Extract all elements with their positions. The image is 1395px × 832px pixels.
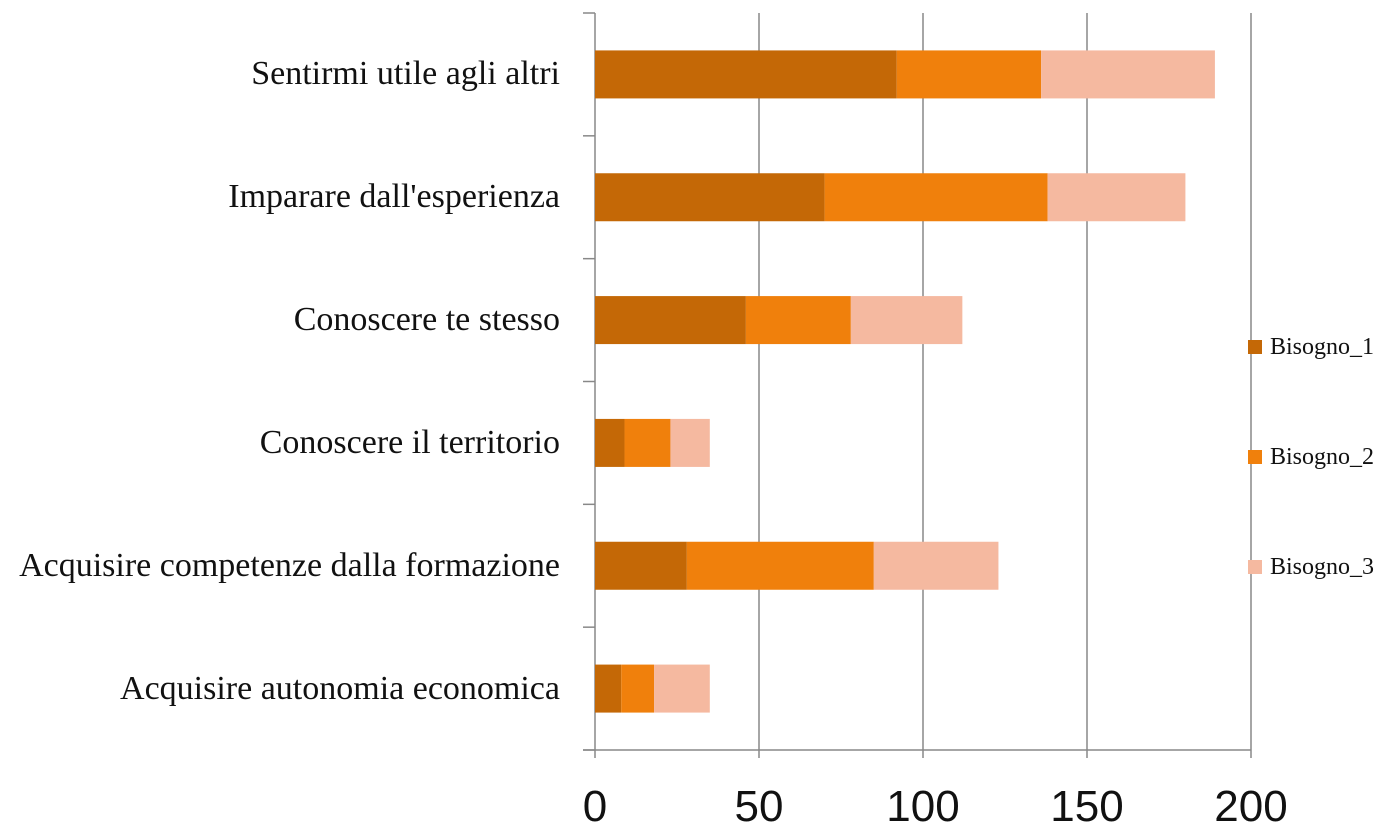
- y-tick-label: Imparare dall'esperienza: [228, 178, 560, 216]
- bar: [1041, 50, 1215, 99]
- x-tick-label: 0: [582, 782, 608, 831]
- x-tick-label: 150: [1050, 782, 1124, 831]
- bar: [1047, 173, 1186, 222]
- bar: [824, 173, 1048, 222]
- y-tick-label: Conoscere te stesso: [293, 301, 560, 339]
- legend-label: Bisogno_3: [1270, 554, 1375, 580]
- y-tick-label: Acquisire autonomia economica: [120, 669, 560, 707]
- bar: [624, 418, 671, 467]
- bar: [595, 296, 746, 345]
- bar: [595, 418, 625, 467]
- y-tick-label: Conoscere il territorio: [259, 423, 560, 461]
- x-tick-label: 50: [734, 782, 784, 831]
- bar: [654, 664, 710, 713]
- bar: [850, 296, 963, 345]
- legend-label: Bisogno_2: [1270, 444, 1375, 470]
- bar: [873, 541, 999, 590]
- x-tick-label: 200: [1214, 782, 1288, 831]
- bar: [595, 664, 622, 713]
- bar: [896, 50, 1042, 99]
- y-tick-label: Acquisire competenze dalla formazione: [19, 546, 560, 584]
- y-tick-label: Sentirmi utile agli altri: [251, 55, 560, 93]
- legend-label: Bisogno_1: [1270, 334, 1375, 360]
- bar: [686, 541, 874, 590]
- bar: [595, 541, 687, 590]
- x-tick-label: 100: [886, 782, 960, 831]
- bar: [621, 664, 655, 713]
- bar: [670, 418, 710, 467]
- legend-swatch: [1248, 560, 1262, 574]
- bar: [595, 173, 825, 222]
- legend-swatch: [1248, 450, 1262, 464]
- bar: [745, 296, 851, 345]
- legend-swatch: [1248, 340, 1262, 354]
- bar: [595, 50, 897, 99]
